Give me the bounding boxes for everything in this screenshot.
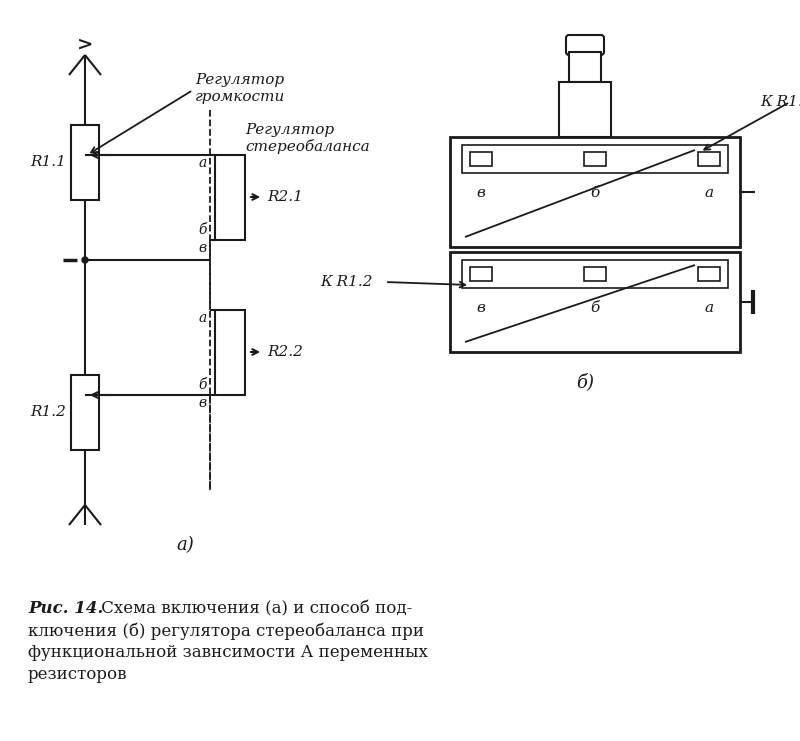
Circle shape — [82, 257, 88, 263]
Text: R1.2: R1.2 — [30, 405, 66, 419]
Text: б: б — [590, 186, 600, 200]
FancyBboxPatch shape — [566, 35, 604, 55]
Text: в: в — [477, 186, 486, 200]
Text: ключения (б) регулятора стереобаланса при: ключения (б) регулятора стереобаланса пр… — [28, 622, 424, 639]
Bar — [450, 137, 740, 247]
Bar — [470, 267, 492, 281]
Bar — [559, 82, 611, 137]
Bar — [698, 267, 720, 281]
Text: а: а — [705, 301, 714, 315]
Text: а): а) — [176, 536, 194, 554]
Text: К R1.2: К R1.2 — [320, 275, 373, 289]
Text: функциональной завнсимости А переменных: функциональной завнсимости А переменных — [28, 644, 428, 661]
Text: в: в — [199, 396, 207, 410]
Text: а: а — [705, 186, 714, 200]
Text: К R1.1: К R1.1 — [760, 95, 800, 109]
Text: R1.1: R1.1 — [30, 155, 66, 169]
Text: б): б) — [576, 373, 594, 391]
Bar — [462, 145, 728, 173]
Bar — [584, 152, 606, 166]
Bar — [215, 155, 245, 240]
Bar — [71, 125, 99, 200]
Bar — [450, 252, 740, 352]
Bar — [462, 260, 728, 288]
Text: а: а — [198, 311, 207, 325]
Text: Рис. 14.: Рис. 14. — [28, 600, 103, 617]
Text: R2.2: R2.2 — [267, 345, 303, 359]
Bar — [71, 375, 99, 450]
Text: R2.1: R2.1 — [267, 190, 303, 204]
Text: >: > — [77, 36, 93, 54]
Text: громкости: громкости — [195, 90, 286, 104]
Text: стереобаланса: стереобаланса — [245, 139, 370, 155]
Text: Регулятор: Регулятор — [195, 73, 284, 87]
Bar — [470, 152, 492, 166]
Text: а: а — [198, 156, 207, 170]
Text: б: б — [198, 223, 207, 237]
Bar — [215, 310, 245, 395]
Bar — [698, 152, 720, 166]
Text: б: б — [198, 378, 207, 392]
Text: резисторов: резисторов — [28, 666, 128, 683]
Bar — [569, 52, 601, 82]
Text: б: б — [590, 301, 600, 315]
Text: в: в — [199, 241, 207, 255]
Text: Регулятор: Регулятор — [245, 123, 334, 137]
Bar — [584, 267, 606, 281]
Text: в: в — [477, 301, 486, 315]
Text: Схема включения (а) и способ под-: Схема включения (а) и способ под- — [96, 600, 412, 617]
